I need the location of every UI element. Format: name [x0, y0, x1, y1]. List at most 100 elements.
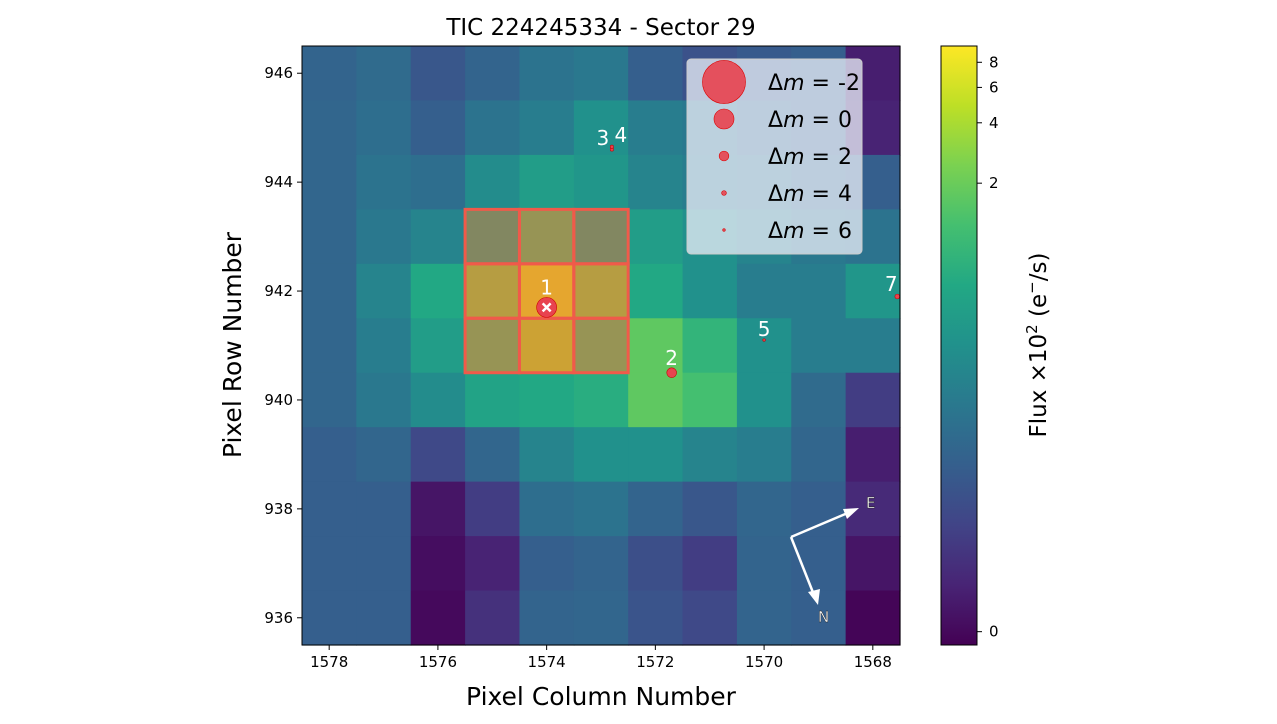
heatmap-cell: [302, 536, 357, 592]
heatmap-cell: [302, 481, 357, 537]
heatmap-cell: [519, 427, 575, 483]
heatmap-cell: [628, 100, 684, 156]
heatmap-cell: [519, 481, 575, 537]
star-marker: [762, 338, 766, 342]
heatmap-cell: [465, 536, 521, 592]
heatmap-cell: [628, 590, 684, 646]
heatmap-cell: [628, 46, 684, 102]
heatmap-cell: [410, 536, 466, 592]
legend: Δm = -2 Δm = 0 Δm = 2 Δm = 4 Δm = 6: [686, 58, 863, 255]
heatmap-cell: [356, 263, 412, 319]
north-arrow-line: [789, 536, 816, 596]
y-tick-label: 944: [264, 173, 293, 191]
colorbar-tick-label: 4: [989, 114, 999, 132]
heatmap-cell: [736, 372, 792, 428]
heatmap-cell: [410, 372, 466, 428]
star-label: 5: [758, 317, 771, 341]
legend-label: Δm = 6: [768, 219, 852, 244]
heatmap-cell: [465, 154, 521, 210]
aperture-pixel: [572, 316, 630, 375]
heatmap-cell: [519, 590, 575, 646]
x-tick-label: 1576: [419, 653, 457, 671]
heatmap-cell: [791, 427, 847, 483]
y-tick-label: 946: [264, 64, 293, 82]
heatmap-cell: [465, 590, 521, 646]
heatmap-cell: [302, 100, 357, 156]
legend-marker: [702, 60, 746, 104]
compass-north-label: N: [818, 608, 829, 626]
legend-label: Δm = -2: [768, 71, 860, 96]
aperture-pixel: [463, 262, 521, 320]
heatmap-cell: [845, 263, 901, 319]
star-label: 1: [540, 275, 553, 299]
heatmap-cell: [410, 481, 466, 537]
heatmap-cell: [302, 46, 357, 102]
plot-frame: [301, 45, 901, 646]
star-marker: [609, 144, 614, 149]
heatmap-cell: [465, 427, 521, 483]
heatmap-cell: [302, 318, 357, 374]
legend-marker: [713, 108, 735, 130]
legend-label: Δm = 0: [768, 108, 852, 133]
aperture-pixel: [572, 262, 630, 320]
heatmap-cell: [573, 46, 629, 102]
heatmap-cell: [628, 263, 684, 319]
heatmap-cell: [573, 154, 629, 210]
heatmap-cell: [682, 590, 738, 646]
heatmap-cell: [410, 209, 466, 265]
y-tick-label: 940: [264, 391, 293, 409]
heatmap-cell: [628, 318, 684, 374]
heatmap-cell: [736, 427, 792, 483]
star-label: 2: [665, 346, 678, 370]
heatmap-cell: [791, 263, 847, 319]
heatmap-cell: [736, 481, 792, 537]
heatmap-cell: [465, 209, 521, 265]
star-label: 4: [615, 123, 628, 147]
heatmap-cell: [519, 318, 575, 374]
heatmap-cell: [410, 154, 466, 210]
east-arrow-head: [843, 508, 859, 519]
y-tick-label: 942: [264, 282, 293, 300]
legend-box: [686, 58, 863, 255]
legend-marker: [721, 190, 727, 196]
heatmap-cell: [465, 263, 521, 319]
heatmap-cell: [791, 318, 847, 374]
heatmap-cell: [628, 481, 684, 537]
heatmap-cell: [573, 372, 629, 428]
chart-title: TIC 224245334 - Sector 29: [445, 15, 755, 41]
heatmap-cell: [845, 536, 901, 592]
heatmap-cell: [628, 427, 684, 483]
heatmap-cell: [519, 100, 575, 156]
heatmap-cell: [573, 209, 629, 265]
legend-marker: [718, 150, 730, 162]
heatmap-cell: [356, 536, 412, 592]
heatmap-cell: [573, 481, 629, 537]
colorbar-tick-label: 6: [989, 78, 999, 96]
heatmap-cell: [573, 263, 629, 319]
heatmap-cell: [302, 590, 357, 646]
heatmap-cell: [465, 100, 521, 156]
colorbar: [940, 45, 978, 646]
heatmap-cell: [845, 318, 901, 374]
heatmap-cell: [791, 536, 847, 592]
x-tick-label: 1574: [528, 653, 566, 671]
heatmap-cell: [356, 590, 412, 646]
x-tick-label: 1578: [310, 653, 348, 671]
heatmap-cell: [736, 263, 792, 319]
heatmap-cell: [791, 481, 847, 537]
heatmap-cell: [410, 427, 466, 483]
y-axis-ticks: 936 938 940 942 944 946: [264, 64, 302, 627]
heatmap-cell: [628, 536, 684, 592]
x-tick-label: 1570: [745, 653, 783, 671]
heatmap-cell: [519, 154, 575, 210]
heatmap-cell: [302, 209, 357, 265]
heatmap-cell: [356, 427, 412, 483]
target-cross-icon: [541, 302, 552, 313]
star-label: 3: [597, 126, 610, 150]
heatmap-cell: [791, 372, 847, 428]
heatmap-cell: [573, 318, 629, 374]
heatmap-cell: [302, 154, 357, 210]
colorbar-label: Flux ×102 (e−/s): [1023, 253, 1052, 438]
heatmap-cell: [519, 46, 575, 102]
